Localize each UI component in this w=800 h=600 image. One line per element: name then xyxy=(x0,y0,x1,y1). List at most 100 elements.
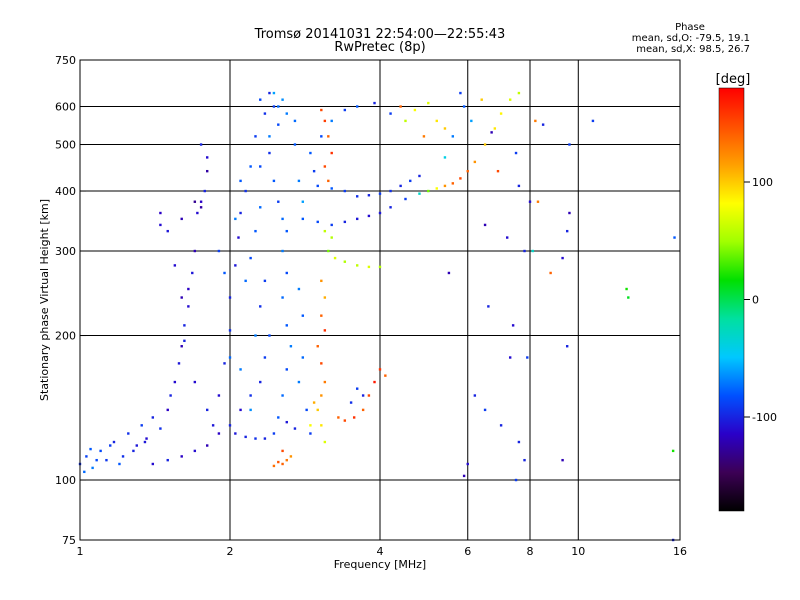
scatter-point xyxy=(263,112,267,115)
scatter-point xyxy=(523,458,526,462)
scatter-point xyxy=(536,200,540,203)
scatter-point xyxy=(268,151,271,155)
scatter-point xyxy=(367,214,371,218)
x-tick-label: 16 xyxy=(673,545,687,558)
scatter-point xyxy=(462,105,466,108)
scatter-point xyxy=(244,189,247,193)
scatter-point xyxy=(281,394,284,397)
scatter-point xyxy=(249,256,252,260)
scatter-point xyxy=(418,174,421,178)
scatter-point xyxy=(568,211,571,215)
scatter-point xyxy=(327,179,330,183)
scatter-point xyxy=(272,91,276,95)
scatter-point xyxy=(673,236,676,239)
scatter-point xyxy=(508,356,512,359)
scatter-point xyxy=(293,119,297,123)
scatter-point xyxy=(508,98,512,101)
scatter-point xyxy=(323,119,327,123)
scatter-point xyxy=(443,127,447,130)
scatter-point xyxy=(268,91,271,95)
scatter-point xyxy=(378,211,382,215)
scatter-point xyxy=(361,408,365,412)
colorbar-ticks: 100 0 -100 xyxy=(744,176,777,424)
scatter-point xyxy=(263,437,267,440)
scatter-point xyxy=(180,345,183,348)
x-tick-label: 6 xyxy=(464,545,471,558)
y-tick-label: 750 xyxy=(55,54,76,67)
scatter-point xyxy=(239,211,242,215)
scatter-point xyxy=(127,432,130,435)
scatter-point xyxy=(205,444,209,447)
y-tick-label: 400 xyxy=(55,185,76,198)
scatter-point xyxy=(343,220,347,224)
scatter-point xyxy=(625,287,628,291)
scatter-point xyxy=(89,447,92,451)
colorbar-label: [deg] xyxy=(716,72,751,87)
scatter-point xyxy=(268,135,271,138)
scatter-point xyxy=(281,462,284,466)
scatter-point xyxy=(166,408,169,412)
scatter-point xyxy=(268,334,271,337)
scatter-point xyxy=(83,470,86,474)
scatter-point xyxy=(404,197,407,201)
scatter-point xyxy=(263,279,267,283)
scatter-point xyxy=(239,179,242,183)
scatter-point xyxy=(378,368,382,371)
scatter-point xyxy=(355,105,359,108)
y-axis-label: Stationary phase Virtual Height [km] xyxy=(38,199,51,401)
scatter-point xyxy=(330,187,333,190)
scatter-point xyxy=(244,435,247,439)
scatter-point xyxy=(320,279,323,283)
scatter-point xyxy=(447,271,451,275)
x-tick-label: 10 xyxy=(571,545,585,558)
scatter-point xyxy=(320,135,323,138)
scatter-point xyxy=(490,131,493,134)
scatter-point xyxy=(316,408,319,412)
scatter-point xyxy=(166,458,169,462)
scatter-point xyxy=(320,394,323,397)
scatter-point xyxy=(373,101,376,105)
scatter-point xyxy=(561,256,564,260)
scatter-point xyxy=(355,217,359,221)
scatter-point xyxy=(187,287,190,291)
scatter-point xyxy=(323,165,327,168)
scatter-point xyxy=(277,416,280,419)
scatter-point xyxy=(145,437,148,440)
scatter-point xyxy=(404,119,407,123)
scatter-point xyxy=(389,112,392,115)
scatter-point xyxy=(259,206,262,209)
scatter-point xyxy=(199,206,203,209)
scatter-point xyxy=(323,296,327,299)
scatter-point xyxy=(183,339,186,343)
scatter-point xyxy=(499,112,503,115)
scatter-point xyxy=(159,223,162,227)
scatter-point xyxy=(239,408,242,412)
phase-stats-x-mode: mean, sd,X: 98.5, 26.7 xyxy=(636,44,750,55)
scatter-point xyxy=(85,455,88,458)
scatter-point xyxy=(112,440,116,444)
scatter-point xyxy=(309,151,312,155)
scatter-point xyxy=(301,314,305,317)
scatter-point xyxy=(281,98,284,101)
chart-subtitle: RwPretec (8p) xyxy=(334,40,426,55)
scatter-point xyxy=(378,265,382,269)
scatter-point xyxy=(297,179,301,183)
scatter-point xyxy=(285,229,288,233)
scatter-point xyxy=(323,329,327,332)
scatter-point xyxy=(151,416,155,419)
scatter-point xyxy=(361,394,365,397)
scatter-point xyxy=(223,271,226,275)
scatter-point xyxy=(427,101,430,105)
scatter-point xyxy=(228,356,232,359)
scatter-point xyxy=(499,424,503,427)
scatter-point xyxy=(196,211,199,215)
scatter-point xyxy=(343,108,347,112)
scatter-point xyxy=(237,236,240,239)
scatter-point xyxy=(289,345,293,348)
scatter-point xyxy=(305,408,308,412)
scatter-point xyxy=(254,437,257,440)
scatter-point xyxy=(297,287,301,291)
scatter-point xyxy=(277,460,280,464)
scatter-point xyxy=(312,401,316,404)
